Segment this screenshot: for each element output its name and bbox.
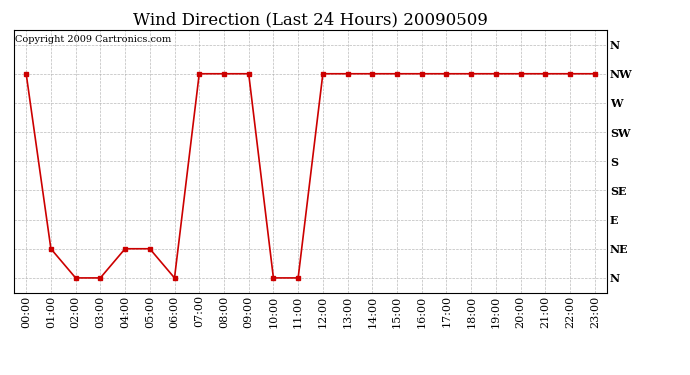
Text: Copyright 2009 Cartronics.com: Copyright 2009 Cartronics.com [15,35,171,44]
Title: Wind Direction (Last 24 Hours) 20090509: Wind Direction (Last 24 Hours) 20090509 [133,12,488,28]
